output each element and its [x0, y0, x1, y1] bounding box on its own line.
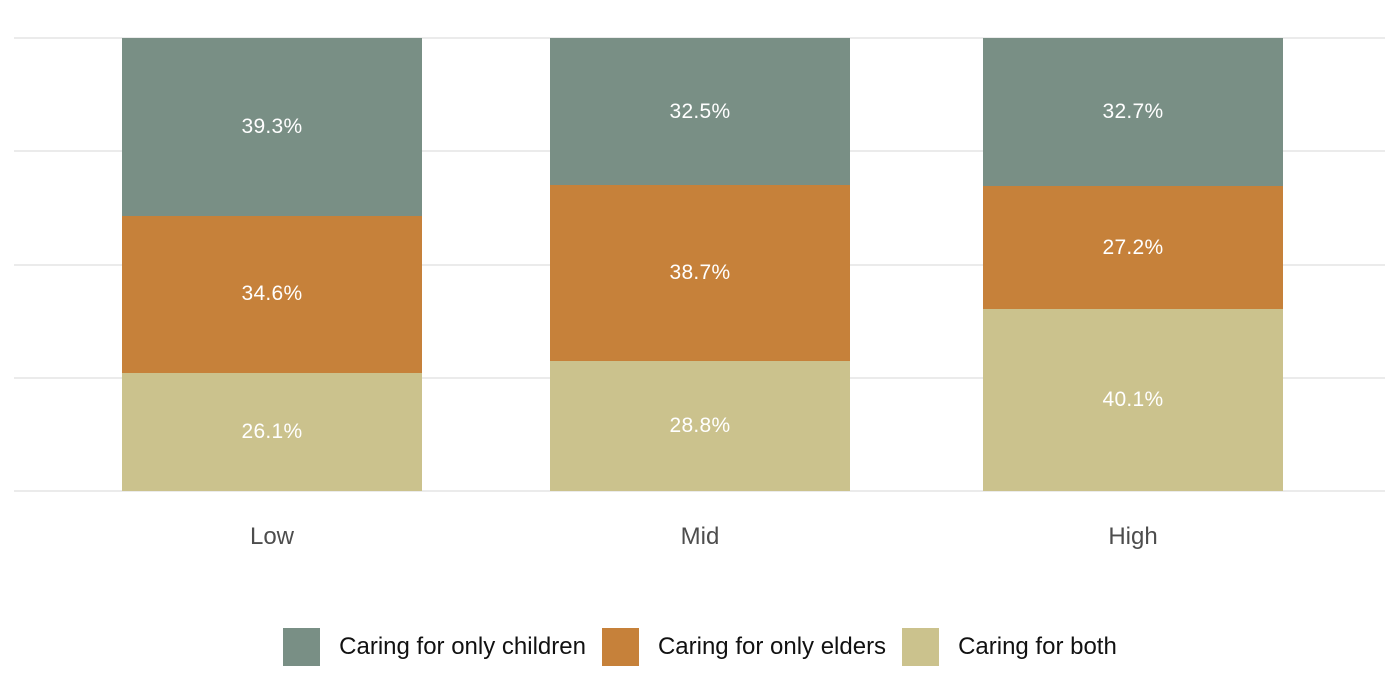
- bar-segment-mid-series-2: 28.8%: [550, 360, 850, 491]
- bar-segment-high-series-0: 32.7%: [983, 38, 1283, 187]
- bar-segment-label: 39.3%: [241, 115, 303, 138]
- legend-swatch-icon: [601, 628, 639, 666]
- legend-swatch-icon: [902, 628, 940, 666]
- bar-segment-low-series-2: 26.1%: [122, 372, 422, 491]
- x-axis-label-low: Low: [249, 523, 295, 550]
- legend-item-0: Caring for only children: [283, 628, 586, 666]
- legend-item-2: Caring for both: [902, 628, 1117, 666]
- bar-segment-mid-series-1: 38.7%: [550, 185, 850, 361]
- legend-item-1: Caring for only elders: [601, 628, 887, 666]
- bar-segment-mid-series-0: 32.5%: [550, 38, 850, 186]
- bar-segment-label: 28.8%: [669, 413, 731, 437]
- bar-segment-label: 34.6%: [241, 282, 303, 306]
- bar-segment-high-series-2: 40.1%: [983, 309, 1283, 491]
- bar-segment-low-series-0: 39.3%: [122, 38, 422, 217]
- legend-label: Caring for both: [958, 633, 1117, 660]
- legend-label: Caring for only elders: [657, 633, 887, 660]
- x-axis-label-mid: Mid: [680, 523, 720, 550]
- bar-segment-label: 32.7%: [1102, 100, 1164, 124]
- bar-segment-label: 40.1%: [1102, 388, 1164, 412]
- bar-segment-high-series-1: 27.2%: [983, 186, 1283, 310]
- bar-segment-label: 32.5%: [669, 99, 731, 123]
- bar-segment-low-series-1: 34.6%: [122, 216, 422, 373]
- bar-segment-label: 38.7%: [669, 260, 731, 284]
- legend-label: Caring for only children: [339, 633, 586, 660]
- legend-swatch-icon: [283, 628, 321, 666]
- legend: Caring for only children Caring for only …: [0, 628, 1400, 666]
- gridline: [14, 490, 1385, 492]
- bar-segment-label: 26.1%: [241, 419, 303, 443]
- bar-segment-label: 27.2%: [1102, 235, 1164, 259]
- x-axis-label-high: High: [1108, 523, 1158, 550]
